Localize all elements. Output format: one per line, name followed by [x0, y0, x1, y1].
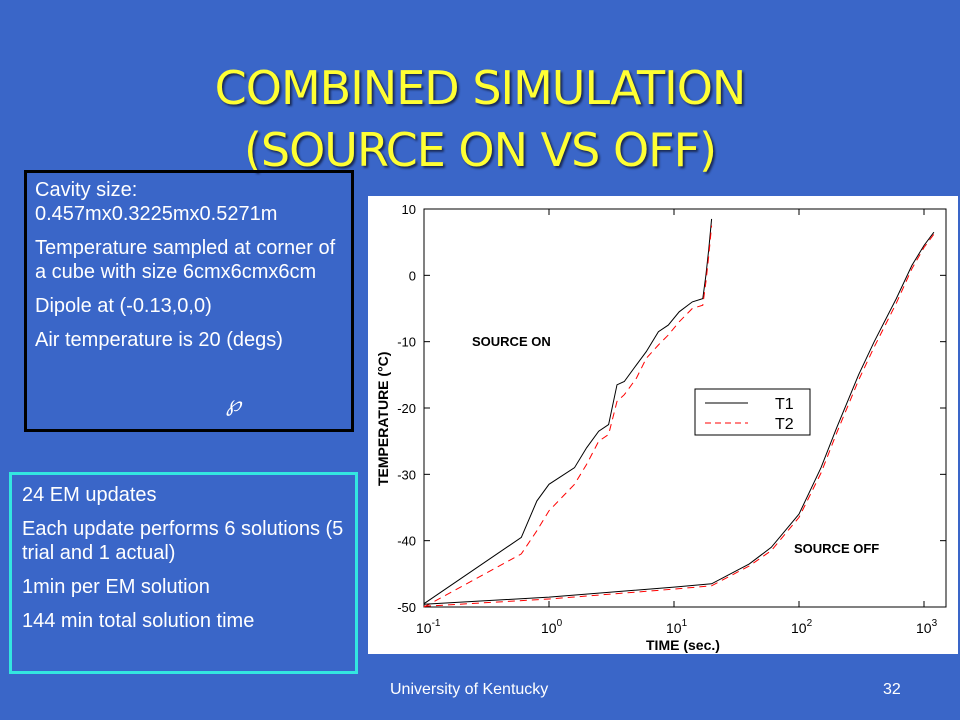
- y-tick-label: -30: [397, 467, 416, 482]
- time-per-solution-text: 1min per EM solution: [22, 576, 210, 598]
- total-time-text: 144 min total solution time: [22, 610, 255, 632]
- y-tick-label: -50: [397, 600, 416, 615]
- sampling-location-text: Temperature sampled at corner of a cube …: [35, 237, 336, 283]
- slide-title-line2: (SOURCE ON VS OFF): [243, 123, 717, 177]
- series-line-t1-source-off: [423, 231, 935, 605]
- dipole-location-text: Dipole at (-0.13,0,0): [35, 295, 212, 317]
- slide-title-line1: COMBINED SIMULATION: [214, 61, 747, 115]
- air-temperature-text: Air temperature is 20 (degs): [35, 329, 283, 351]
- y-tick-label: 10: [402, 202, 416, 217]
- em-updates-text: 24 EM updates: [22, 484, 157, 506]
- y-tick-label: -40: [397, 534, 416, 549]
- simulation-parameters-box: Cavity size: 0.457mx0.3225mx0.5271m Temp…: [24, 170, 354, 432]
- annotation-source-on: SOURCE ON: [472, 334, 551, 349]
- series-line-t2-source-off: [423, 233, 935, 607]
- footer-organization: University of Kentucky: [390, 681, 549, 698]
- annotation-source-off: SOURCE OFF: [794, 541, 879, 556]
- legend-box: [694, 388, 811, 436]
- series-line-t2-source-on: [423, 225, 713, 608]
- y-tick-label: -10: [397, 335, 416, 350]
- series-line-t1-source-on: [423, 218, 713, 605]
- legend: T1 T2: [694, 388, 811, 436]
- cavity-size-text: Cavity size: 0.457mx0.3225mx0.5271m: [35, 179, 278, 225]
- solutions-per-update-text: Each update performs 6 solutions (5 tria…: [22, 518, 344, 564]
- temperature-chart: 10 0 -10 -20 -30 -40 -50 10-1 100 101 102 103 SOUR…: [368, 196, 958, 654]
- x-tick-label: 102: [791, 618, 813, 636]
- x-tick-label: 100: [541, 618, 563, 636]
- x-tick-label: 10-1: [416, 618, 441, 636]
- temperature-chart-svg: 100-10-20-30-40-50 10-1 100 101 102 103 SOUR…: [375, 202, 947, 653]
- x-tick-label: 103: [916, 618, 938, 636]
- slide-number: 32: [883, 681, 901, 698]
- x-tick-label: 101: [666, 618, 688, 636]
- text-cursor-icon: ℘: [226, 392, 242, 417]
- x-axis-label: TIME (sec.): [646, 637, 720, 653]
- y-axis-label: TEMPERATURE (°C): [375, 352, 391, 486]
- y-tick-label: 0: [409, 268, 416, 283]
- legend-label-t2: T2: [775, 416, 794, 433]
- legend-label-t1: T1: [775, 396, 794, 413]
- solution-stats-box: 24 EM updates Each update performs 6 sol…: [9, 472, 358, 674]
- y-tick-label: -20: [397, 401, 416, 416]
